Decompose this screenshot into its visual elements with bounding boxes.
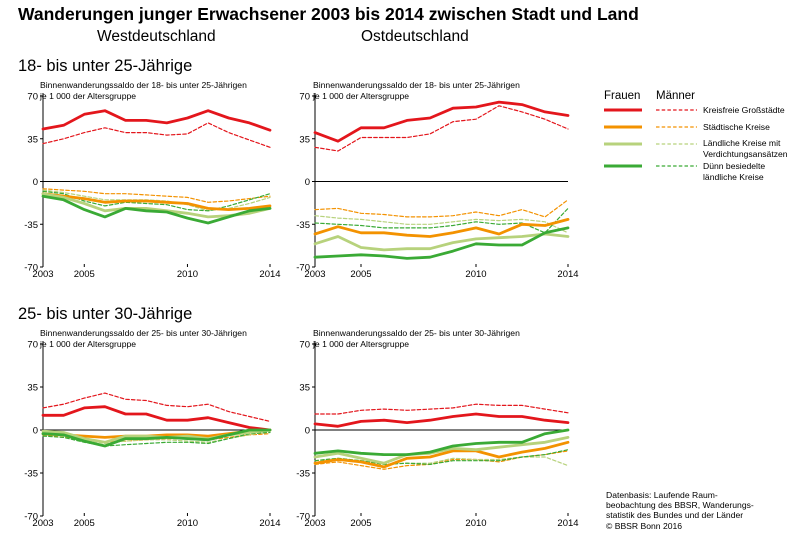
axis-label-line: je 1 000 der Altersgruppe: [313, 338, 410, 349]
axis-label-line: je 1 000 der Altersgruppe: [40, 338, 137, 349]
age-group-title-25-30: 25- bis unter 30-Jährige: [18, 305, 193, 323]
x-tick-label: 2010: [177, 518, 198, 529]
axis-label-25-30-west: Binnenwanderungssaldo der 25- bis unter …: [40, 328, 247, 349]
x-tick-label: 2014: [557, 518, 578, 529]
x-tick-label: 2003: [304, 269, 325, 280]
legend-label-kreisfreie-grossstaedte: Kreisfreie Großstädte: [703, 105, 785, 115]
legend-label-line: Ländliche Kreise mit: [703, 138, 781, 148]
page-title: Wanderungen junger Erwachsener 2003 bis …: [18, 4, 639, 24]
source-line: © BBSR Bonn 2016: [606, 520, 683, 531]
axis-label-line: Binnenwanderungssaldo der 18- bis unter …: [313, 80, 520, 90]
series-kreisfreie-grossstaedte-frauen-18-25-west: [41, 109, 272, 132]
series-duenn-besiedelte-laendliche-kreise-maenner-25-30-west: [42, 431, 271, 447]
y-tick-label: -35: [296, 469, 310, 480]
x-tick-label: 2003: [32, 518, 53, 529]
series-kreisfreie-grossstaedte-maenner-25-30-east: [314, 403, 569, 415]
axis-label-25-30-east: Binnenwanderungssaldo der 25- bis unter …: [313, 328, 520, 349]
source-note: Datenbasis: Laufende Raum- beobachtung d…: [606, 490, 796, 531]
x-tick-label: 2003: [32, 269, 53, 280]
series-kreisfreie-grossstaedte-maenner-25-30-west: [42, 392, 271, 422]
source-line: statistik des Bundes und der Länder: [606, 510, 744, 521]
series-kreisfreie-grossstaedte-frauen-25-30-east: [313, 412, 570, 428]
series-staedtische-kreise-maenner-18-25-west: [42, 188, 271, 203]
legend-label-laendliche-kreise: Ländliche Kreise mit Verdichtungsansätze…: [703, 138, 788, 159]
series-kreisfreie-grossstaedte-maenner-18-25-west: [42, 122, 271, 148]
legend-label-line: ländliche Kreise: [703, 171, 764, 182]
x-tick-label: 2005: [350, 518, 371, 529]
y-tick-label: 0: [305, 177, 310, 188]
x-tick-label: 2005: [350, 269, 371, 280]
y-tick-label: 70: [299, 92, 310, 103]
series-duenn-besiedelte-laendliche-kreise-frauen-25-30-west: [41, 428, 272, 448]
x-tick-label: 2005: [74, 269, 95, 280]
x-tick-label: 2005: [74, 518, 95, 529]
legend-label-duenn-besiedelte-kreise: Dünn besiedelte ländliche Kreise: [703, 161, 765, 182]
series-laendliche-kreise-mit-verdichtungsansaetzen-frauen-18-25-east: [313, 232, 570, 252]
x-tick-label: 2010: [465, 518, 486, 529]
series-duenn-besiedelte-laendliche-kreise-frauen-25-30-east: [313, 428, 570, 457]
series-staedtische-kreise-frauen-18-25-west: [41, 192, 272, 212]
series-laendliche-kreise-mit-verdichtungsansaetzen-frauen-25-30-east: [313, 435, 570, 465]
age-group-title-18-25: 18- bis unter 25-Jährige: [18, 57, 193, 75]
y-tick-label: 0: [33, 177, 38, 188]
x-tick-label: 2010: [177, 269, 198, 280]
y-tick-label: 35: [27, 134, 38, 145]
axis-label-line: je 1 000 der Altersgruppe: [40, 90, 137, 101]
legend-header-frauen: Frauen: [604, 90, 641, 102]
y-tick-label: 35: [299, 383, 310, 394]
axis-label-line: je 1 000 der Altersgruppe: [313, 90, 410, 101]
y-tick-label: -70: [24, 263, 38, 274]
y-tick-label: 35: [299, 134, 310, 145]
series-duenn-besiedelte-laendliche-kreise-frauen-18-25-west: [41, 194, 272, 225]
y-tick-label: -70: [296, 512, 310, 523]
x-tick-label: 2010: [465, 269, 486, 280]
y-tick-label: -70: [24, 512, 38, 523]
axis-label-18-25-west: Binnenwanderungssaldo der 18- bis unter …: [40, 80, 247, 101]
y-tick-label: -70: [296, 263, 310, 274]
series-staedtische-kreise-maenner-18-25-east: [314, 199, 569, 218]
y-tick-label: 0: [305, 426, 310, 437]
axis-label-line: Binnenwanderungssaldo der 25- bis unter …: [40, 328, 247, 338]
y-tick-label: -35: [296, 220, 310, 231]
series-laendliche-kreise-mit-verdichtungsansaetzen-maenner-18-25-east: [314, 215, 569, 234]
x-tick-label: 2014: [557, 269, 578, 280]
legend-header-maenner: Männer: [656, 90, 695, 102]
source-line: Datenbasis: Laufende Raum-: [606, 490, 718, 500]
y-tick-label: -35: [24, 469, 38, 480]
y-tick-label: 70: [299, 340, 310, 351]
y-tick-label: -35: [24, 220, 38, 231]
legend-label-staedtische-kreise: Städtische Kreise: [703, 122, 770, 132]
series-staedtische-kreise-frauen-25-30-east: [313, 440, 570, 469]
y-tick-label: 70: [27, 92, 38, 103]
region-label-east: Ostdeutschland: [361, 28, 469, 45]
axis-label-18-25-east: Binnenwanderungssaldo der 18- bis unter …: [313, 80, 520, 101]
x-tick-label: 2014: [259, 269, 280, 280]
series-kreisfreie-grossstaedte-maenner-18-25-east: [314, 105, 569, 152]
y-tick-label: 70: [27, 340, 38, 351]
x-tick-label: 2003: [304, 518, 325, 529]
series-duenn-besiedelte-laendliche-kreise-frauen-18-25-east: [313, 226, 570, 260]
y-tick-label: 35: [27, 383, 38, 394]
legend-label-line: Verdichtungsansätzen: [703, 148, 788, 159]
legend-label-line: Dünn besiedelte: [703, 161, 766, 171]
axis-label-line: Binnenwanderungssaldo der 18- bis unter …: [40, 80, 247, 90]
series-staedtische-kreise-frauen-18-25-east: [313, 217, 570, 238]
series-duenn-besiedelte-laendliche-kreise-maenner-18-25-west: [42, 190, 271, 212]
region-label-west: Westdeutschland: [97, 28, 216, 45]
x-tick-label: 2014: [259, 518, 280, 529]
y-tick-label: 0: [33, 426, 38, 437]
source-line: beobachtung des BBSR, Wanderungs-: [606, 500, 754, 511]
series-kreisfreie-grossstaedte-frauen-18-25-east: [313, 100, 570, 143]
series-kreisfreie-grossstaedte-frauen-25-30-west: [41, 405, 272, 432]
axis-label-line: Binnenwanderungssaldo der 25- bis unter …: [313, 328, 520, 338]
